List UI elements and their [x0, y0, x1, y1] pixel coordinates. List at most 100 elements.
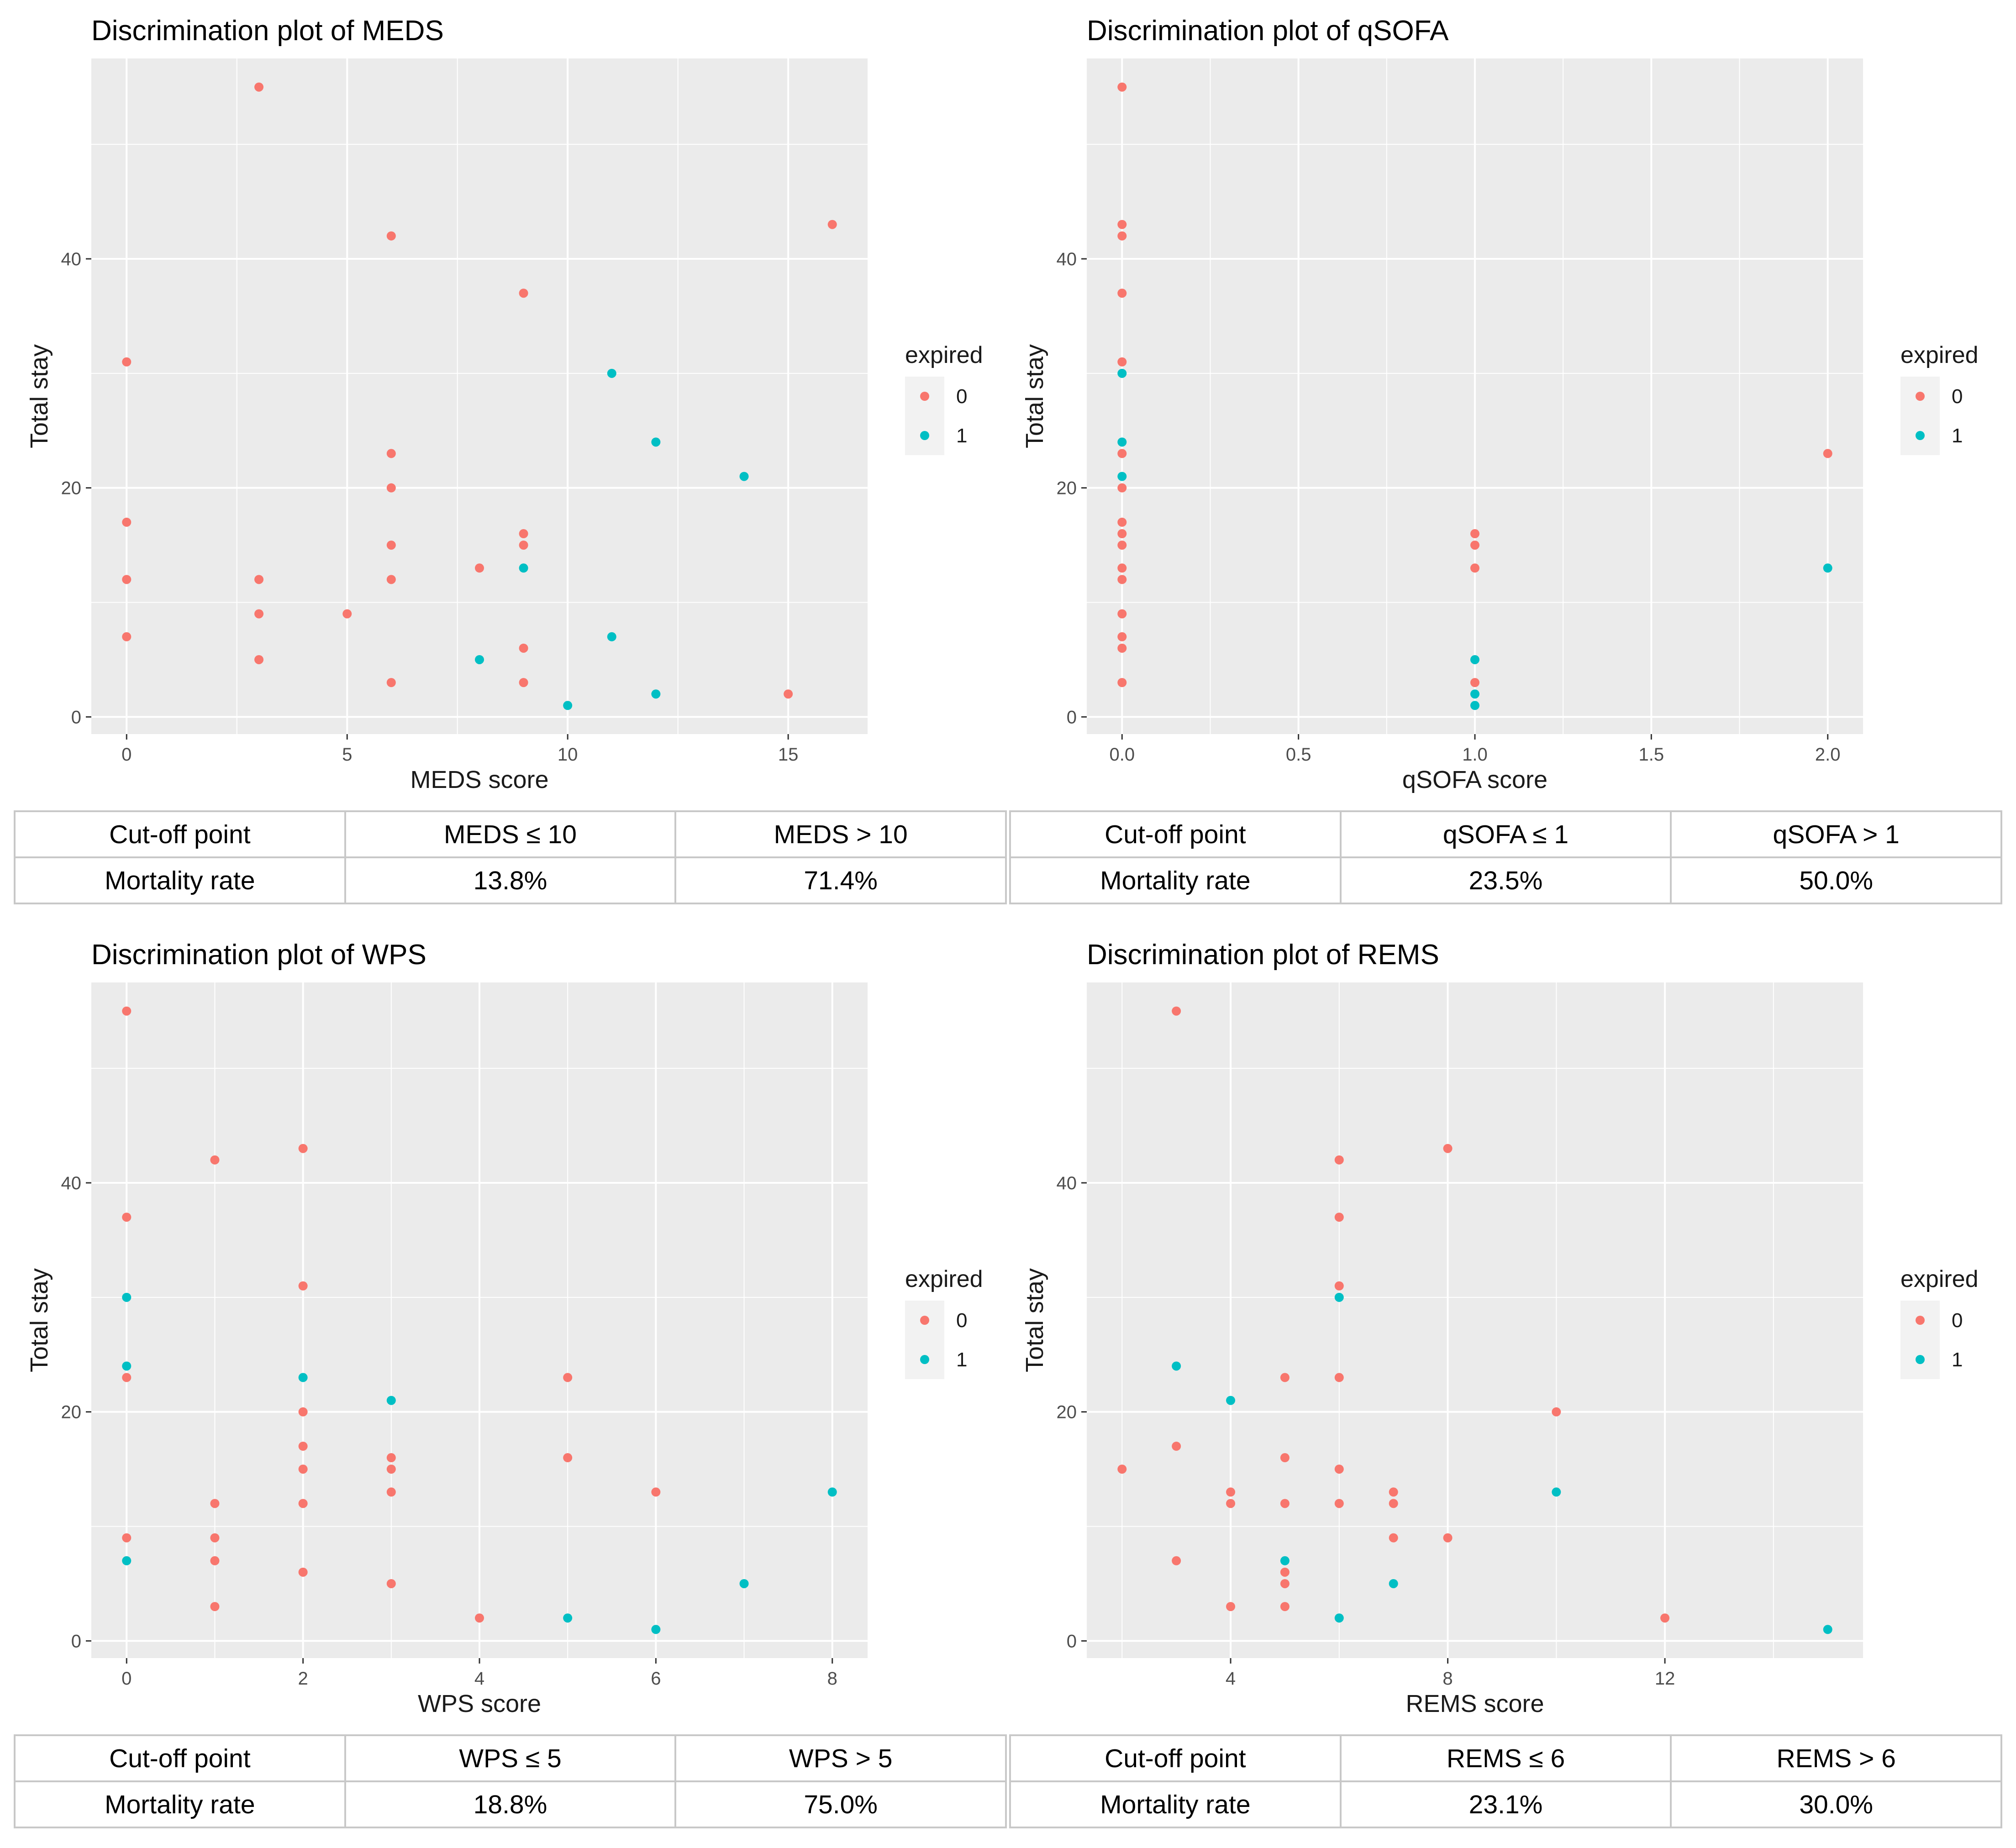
data-point-expired-1: [739, 472, 749, 481]
data-point-expired-0: [210, 1155, 220, 1165]
data-point-expired-0: [122, 1213, 132, 1222]
chart-title: Discrimination plot of MEDS: [91, 15, 444, 47]
y-tick-label: 40: [61, 249, 82, 269]
data-point-expired-0: [1823, 449, 1832, 458]
data-point-expired-0: [298, 1465, 308, 1474]
data-point-expired-1: [122, 1361, 132, 1371]
table-cell: 13.8%: [344, 856, 677, 904]
data-point-expired-1: [122, 1292, 132, 1302]
table-cell: 18.8%: [344, 1780, 677, 1828]
x-tick-label: 0.0: [1109, 745, 1135, 765]
legend-key-expired-1: [920, 1355, 929, 1364]
data-point-expired-0: [1334, 1281, 1344, 1291]
data-point-expired-0: [563, 1373, 573, 1382]
data-point-expired-0: [1117, 678, 1127, 688]
table-cell: REMS > 6: [1670, 1734, 2002, 1782]
data-point-expired-1: [1334, 1613, 1344, 1623]
x-tick-label: 2: [298, 1669, 308, 1689]
data-point-expired-0: [1280, 1453, 1290, 1463]
data-point-expired-0: [1226, 1487, 1236, 1497]
x-tick-label: 8: [827, 1669, 837, 1689]
data-point-expired-0: [519, 541, 528, 550]
data-point-expired-0: [1443, 1144, 1453, 1153]
data-point-expired-0: [1226, 1499, 1236, 1508]
data-point-expired-0: [1334, 1213, 1344, 1222]
data-point-expired-0: [1117, 575, 1127, 584]
legend-label: 0: [1952, 1309, 1963, 1332]
data-point-expired-0: [475, 1613, 484, 1623]
data-point-expired-1: [607, 368, 616, 378]
table-cell: WPS > 5: [674, 1734, 1007, 1782]
data-point-expired-0: [342, 609, 352, 619]
data-point-expired-0: [1334, 1499, 1344, 1508]
data-point-expired-0: [1226, 1602, 1236, 1612]
table-cell: 23.1%: [1339, 1780, 1672, 1828]
data-point-expired-0: [298, 1499, 308, 1508]
data-point-expired-0: [563, 1453, 573, 1463]
y-tick-label: 0: [71, 1631, 81, 1651]
data-point-expired-0: [1117, 82, 1127, 92]
data-point-expired-0: [519, 529, 528, 539]
data-point-expired-0: [254, 575, 264, 584]
table-row: Cut-off point REMS ≤ 6 REMS > 6: [1009, 1734, 2002, 1782]
data-point-expired-0: [784, 689, 793, 699]
y-tick-label: 0: [1067, 1631, 1077, 1651]
data-point-expired-0: [254, 655, 264, 664]
data-point-expired-0: [1117, 357, 1127, 367]
data-point-expired-1: [1172, 1361, 1181, 1371]
data-point-expired-0: [122, 632, 132, 641]
y-axis-label: Total stay: [1021, 344, 1048, 448]
data-point-expired-0: [1117, 541, 1127, 550]
data-point-expired-0: [1117, 220, 1127, 229]
data-point-expired-1: [1389, 1579, 1398, 1588]
table-row: Cut-off point WPS ≤ 5 WPS > 5: [14, 1734, 1007, 1782]
data-point-expired-0: [1117, 1465, 1127, 1474]
x-tick-label: 1.5: [1639, 745, 1664, 765]
data-point-expired-0: [254, 609, 264, 619]
legend-key-expired-1: [920, 431, 929, 440]
y-tick-label: 20: [61, 1402, 82, 1423]
table-cell: Cut-off point: [14, 1734, 346, 1782]
data-point-expired-0: [519, 678, 528, 688]
plot-background: [1087, 982, 1863, 1658]
data-point-expired-0: [1280, 1567, 1290, 1577]
legend-title: expired: [1900, 1266, 1979, 1292]
table-cell: qSOFA ≤ 1: [1339, 810, 1672, 858]
data-point-expired-1: [519, 563, 528, 573]
data-point-expired-0: [1389, 1487, 1398, 1497]
data-point-expired-0: [122, 1533, 132, 1543]
x-axis-label: REMS score: [1405, 1690, 1544, 1717]
panel-wps: Discrimination plot of WPS 0 2 4 6 8 0 20 40 WPS …: [0, 924, 1008, 1848]
table-row: Mortality rate 23.1% 30.0%: [1009, 1780, 2002, 1828]
data-point-expired-0: [386, 1453, 396, 1463]
data-point-expired-0: [254, 82, 264, 92]
y-tick-label: 20: [1057, 478, 1077, 499]
data-point-expired-0: [1117, 231, 1127, 241]
data-point-expired-1: [563, 1613, 573, 1623]
chart-title: Discrimination plot of WPS: [91, 939, 426, 971]
table-cell: 71.4%: [674, 856, 1007, 904]
data-point-expired-0: [1172, 1556, 1181, 1565]
data-point-expired-1: [563, 701, 573, 710]
data-point-expired-0: [651, 1487, 661, 1497]
cutoff-table-qsofa: Cut-off point qSOFA ≤ 1 qSOFA > 1 Mortal…: [1009, 810, 2002, 904]
data-point-expired-0: [1117, 517, 1127, 527]
data-point-expired-1: [1117, 368, 1127, 378]
data-point-expired-0: [298, 1144, 308, 1153]
data-point-expired-0: [386, 483, 396, 493]
x-tick-label: 2.0: [1815, 745, 1841, 765]
table-cell: Mortality rate: [1009, 1780, 1342, 1828]
data-point-expired-0: [122, 517, 132, 527]
data-point-expired-1: [386, 1396, 396, 1405]
data-point-expired-1: [1470, 701, 1479, 710]
table-cell: Mortality rate: [14, 1780, 346, 1828]
data-point-expired-0: [1117, 632, 1127, 641]
scatter-plot-wps: Discrimination plot of WPS 0 2 4 6 8 0 20 40 WPS …: [26, 939, 983, 1717]
legend-label: 1: [1952, 425, 1963, 447]
table-cell: MEDS > 10: [674, 810, 1007, 858]
data-point-expired-0: [1470, 678, 1479, 688]
data-point-expired-0: [210, 1499, 220, 1508]
data-point-expired-0: [1117, 563, 1127, 573]
data-point-expired-0: [210, 1556, 220, 1565]
data-point-expired-0: [1280, 1499, 1290, 1508]
